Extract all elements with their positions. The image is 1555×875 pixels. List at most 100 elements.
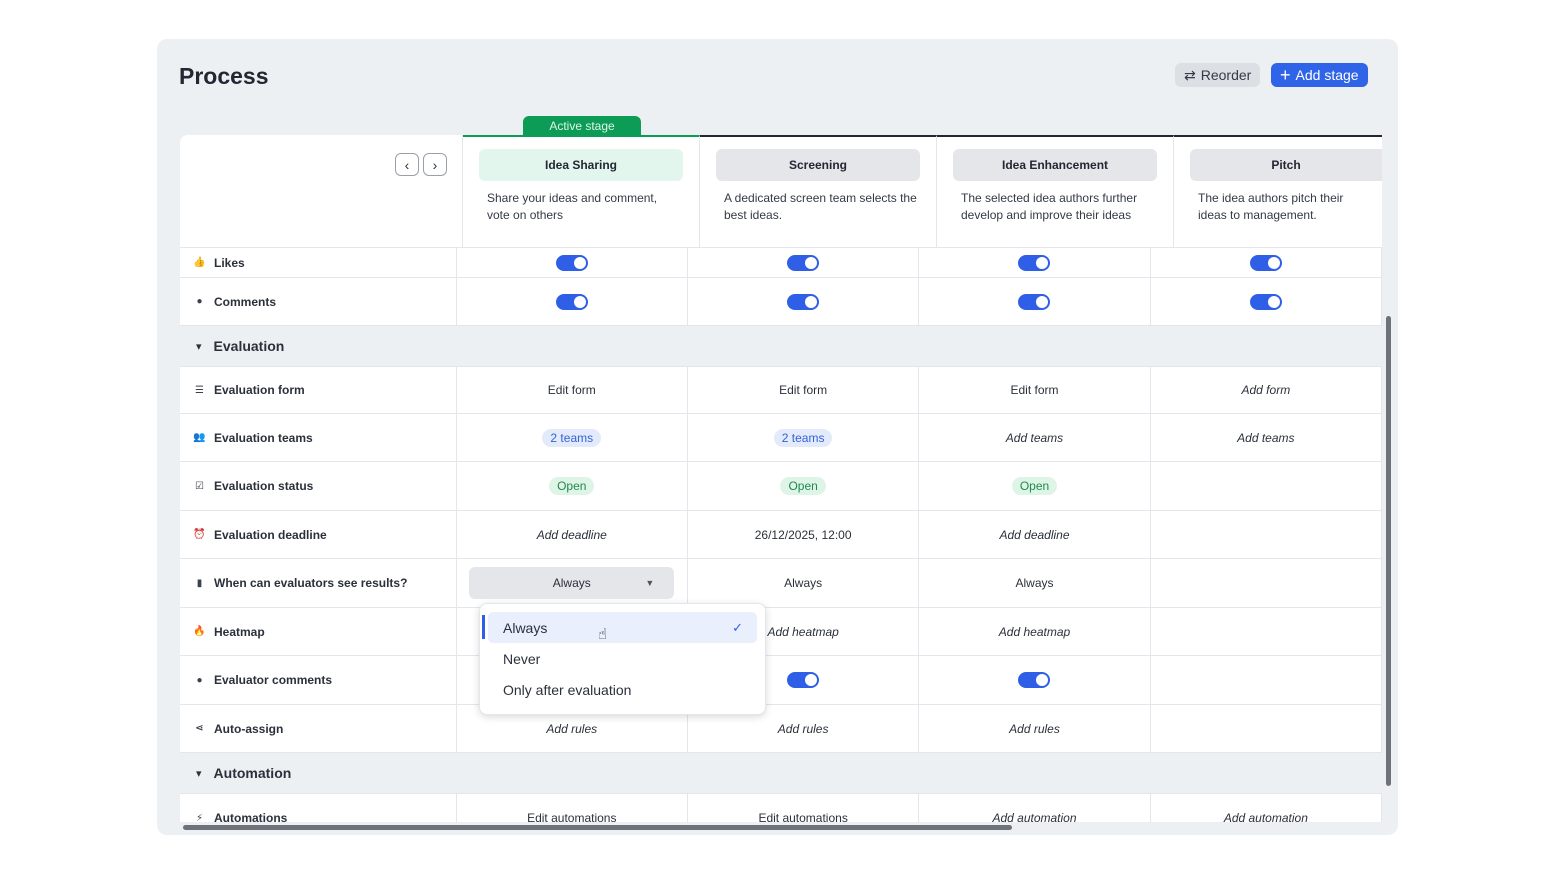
comments-toggle[interactable] bbox=[1018, 293, 1051, 310]
edit-form-link[interactable]: Edit form bbox=[457, 367, 688, 413]
add-form-link[interactable]: Add form bbox=[1151, 367, 1382, 413]
cell: 2 teams bbox=[688, 414, 920, 461]
label-text: Heatmap bbox=[214, 624, 265, 639]
add-automation-link[interactable]: Add automation bbox=[919, 794, 1151, 822]
comments-toggle[interactable] bbox=[787, 293, 820, 310]
row-label: 👥 Evaluation teams bbox=[180, 414, 457, 461]
horizontal-scrollbar[interactable] bbox=[183, 825, 1012, 830]
section-automation[interactable]: ▾ Automation bbox=[180, 753, 1382, 794]
row-results-visibility: ▮ When can evaluators see results? Always… bbox=[180, 559, 1382, 608]
label-text: Automations bbox=[214, 811, 288, 822]
row-evaluation-deadline: ⏰ Evaluation deadline Add deadline 26/12/… bbox=[180, 511, 1382, 559]
status-badge[interactable]: Open bbox=[780, 477, 826, 495]
teams-badge[interactable]: 2 teams bbox=[542, 428, 602, 447]
stage-description: A dedicated screen team selects the best… bbox=[724, 191, 917, 222]
flame-icon: 🔥 bbox=[193, 626, 206, 637]
add-rules-link[interactable]: Add rules bbox=[688, 705, 920, 752]
cell bbox=[688, 248, 920, 277]
add-teams-link[interactable]: Add teams bbox=[1151, 414, 1382, 461]
results-visibility-value[interactable]: Always bbox=[688, 559, 920, 607]
results-visibility-select[interactable]: Always ▼ bbox=[469, 567, 675, 599]
scroll-right-button[interactable]: › bbox=[423, 153, 447, 176]
row-likes: 👍 Likes bbox=[180, 248, 1382, 278]
results-visibility-value[interactable]: Always bbox=[919, 559, 1151, 607]
add-deadline-link[interactable]: Add deadline bbox=[919, 511, 1151, 558]
reorder-label: Reorder bbox=[1200, 67, 1252, 83]
form-icon: ☰ bbox=[195, 384, 204, 396]
add-heatmap-link[interactable]: Add heatmap bbox=[688, 608, 920, 655]
status-badge[interactable]: Open bbox=[549, 477, 595, 495]
option-only-after-evaluation[interactable]: Only after evaluation bbox=[488, 674, 757, 705]
alarm-clock-icon: ⏰ bbox=[193, 529, 206, 540]
row-evaluation-status: ☑ Evaluation status Open Open Open bbox=[180, 462, 1382, 511]
bar-chart-icon: ▮ bbox=[196, 577, 203, 589]
cell bbox=[1151, 705, 1382, 752]
process-panel: Process ⇄ Reorder + Add stage Active stage… bbox=[157, 39, 1398, 835]
teams-badge[interactable]: 2 teams bbox=[773, 428, 833, 447]
deadline-value[interactable]: 26/12/2025, 12:00 bbox=[688, 511, 920, 558]
vertical-scrollbar[interactable] bbox=[1386, 316, 1391, 786]
evaluator-comments-toggle[interactable] bbox=[787, 672, 820, 688]
caret-down-icon: ▼ bbox=[645, 578, 655, 588]
row-label: ☑ Evaluation status bbox=[180, 462, 457, 510]
cell bbox=[457, 278, 688, 325]
section-evaluation[interactable]: ▾ Evaluation bbox=[180, 326, 1382, 367]
row-label: 👍 Likes bbox=[180, 248, 457, 277]
add-rules-link[interactable]: Add rules bbox=[919, 705, 1151, 752]
cell bbox=[1151, 608, 1382, 655]
label-text: Evaluation deadline bbox=[214, 527, 327, 542]
option-never[interactable]: Never bbox=[488, 643, 757, 674]
stage-name[interactable]: Pitch bbox=[1190, 149, 1382, 181]
add-stage-label: Add stage bbox=[1295, 67, 1359, 83]
stage-name[interactable]: Idea Enhancement bbox=[953, 149, 1157, 181]
add-deadline-link[interactable]: Add deadline bbox=[457, 511, 688, 558]
page-title: Process bbox=[179, 63, 269, 89]
option-always[interactable]: Always ✓ bbox=[482, 612, 757, 643]
edit-automations-link[interactable]: Edit automations bbox=[457, 794, 688, 822]
cell: Open bbox=[688, 462, 920, 510]
add-rules-link[interactable]: Add rules bbox=[457, 705, 688, 752]
chevron-left-icon: ‹ bbox=[404, 156, 410, 173]
swap-icon: ⇄ bbox=[1184, 66, 1196, 83]
evaluator-comments-toggle[interactable] bbox=[1018, 672, 1051, 688]
cell: 2 teams bbox=[457, 414, 688, 461]
label-text: Evaluation teams bbox=[214, 430, 313, 445]
label-text: When can evaluators see results? bbox=[214, 576, 408, 590]
likes-toggle[interactable] bbox=[1249, 254, 1282, 271]
cell bbox=[919, 656, 1151, 704]
cell bbox=[688, 656, 920, 704]
checkbox-icon: ☑ bbox=[195, 480, 204, 492]
likes-toggle[interactable] bbox=[555, 254, 588, 271]
add-stage-button[interactable]: + Add stage bbox=[1271, 63, 1368, 87]
comments-toggle[interactable] bbox=[1249, 293, 1282, 310]
edit-form-link[interactable]: Edit form bbox=[688, 367, 920, 413]
edit-automations-link[interactable]: Edit automations bbox=[688, 794, 920, 822]
check-icon: ✓ bbox=[732, 619, 743, 635]
add-automation-link[interactable]: Add automation bbox=[1151, 794, 1382, 822]
cell: Open bbox=[919, 462, 1151, 510]
reorder-button[interactable]: ⇄ Reorder bbox=[1175, 63, 1261, 87]
likes-toggle[interactable] bbox=[787, 254, 820, 271]
stage-column-header: Pitch The idea authors pitch their ideas … bbox=[1174, 135, 1382, 247]
stage-name[interactable]: Screening bbox=[716, 149, 920, 181]
cell: Open bbox=[457, 462, 688, 510]
stages-table: 👍 Likes ● Comments ▾ Evaluation ☰ Evaluation… bbox=[180, 135, 1382, 822]
stage-description: Share your ideas and comment, vote on ot… bbox=[487, 191, 658, 222]
add-teams-link[interactable]: Add teams bbox=[919, 414, 1151, 461]
header-corner: ‹ › bbox=[180, 135, 463, 247]
row-heatmap: 🔥 Heatmap Add heatmap Add heatmap bbox=[180, 608, 1382, 656]
chevron-down-icon: ▾ bbox=[196, 340, 202, 353]
stages-header: ‹ › Idea Sharing Share your ideas and com… bbox=[180, 135, 1382, 248]
add-heatmap-link[interactable]: Add heatmap bbox=[919, 608, 1151, 655]
scroll-left-button[interactable]: ‹ bbox=[395, 153, 419, 176]
cell: Always ▼ bbox=[457, 559, 688, 607]
label-text: Likes bbox=[214, 255, 245, 270]
cell bbox=[457, 248, 688, 277]
comments-toggle[interactable] bbox=[555, 293, 588, 310]
stage-name[interactable]: Idea Sharing bbox=[479, 149, 683, 181]
option-label: Only after evaluation bbox=[503, 681, 632, 698]
row-comments: ● Comments bbox=[180, 278, 1382, 326]
likes-toggle[interactable] bbox=[1018, 254, 1051, 271]
edit-form-link[interactable]: Edit form bbox=[919, 367, 1151, 413]
status-badge[interactable]: Open bbox=[1011, 477, 1058, 495]
